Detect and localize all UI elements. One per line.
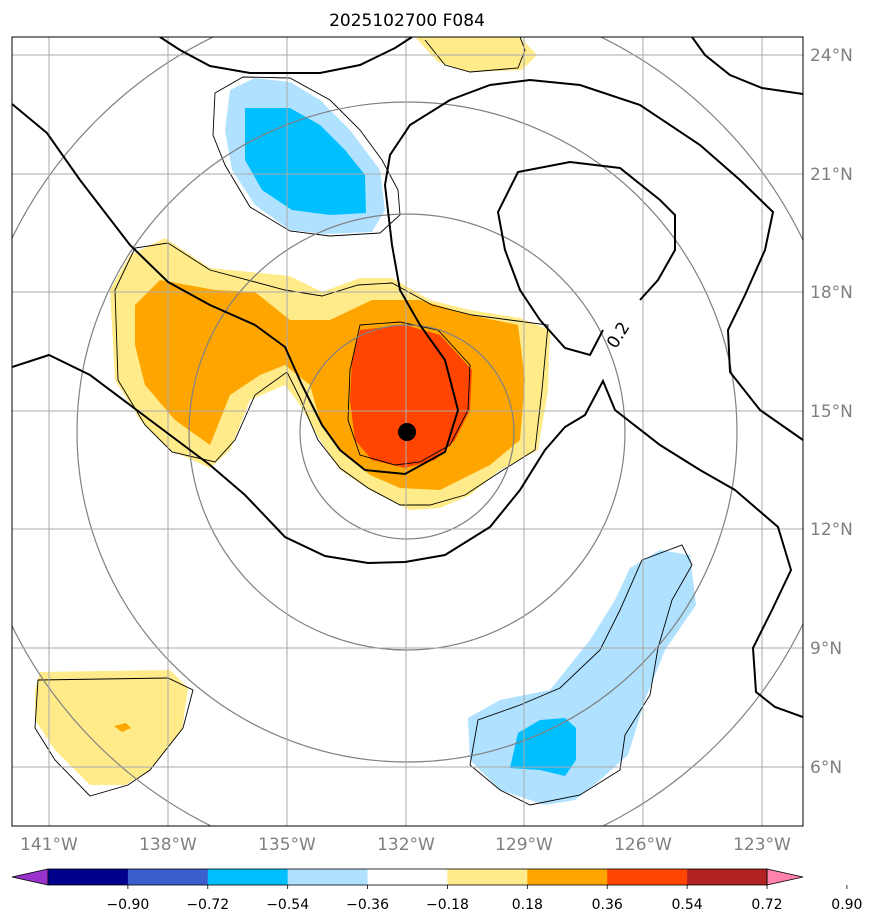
map-area bbox=[12, 37, 803, 826]
colorbar-tick-label: 0.90 bbox=[831, 897, 862, 913]
range-ring-2 bbox=[188, 213, 626, 651]
colorbar-tick-label: −0.72 bbox=[186, 897, 229, 913]
outline-central bbox=[114, 242, 549, 506]
shaded-fields bbox=[35, 37, 696, 805]
outline-north bbox=[212, 76, 401, 237]
colorbar-tick-label: −0.36 bbox=[346, 897, 389, 913]
lat-label: 15°N bbox=[810, 402, 853, 422]
storm-center-marker bbox=[398, 423, 416, 441]
range-rings bbox=[12, 37, 803, 826]
lon-label: 135°W bbox=[258, 835, 316, 855]
colorbar-swatch bbox=[527, 869, 608, 885]
contour-top-left bbox=[159, 37, 413, 74]
colorbar-swatch bbox=[607, 869, 688, 885]
range-ring-1 bbox=[299, 324, 515, 540]
colorbar-tick-label: 0.54 bbox=[672, 897, 703, 913]
colorbar-tick-label: 0.36 bbox=[592, 897, 623, 913]
longitude-labels: 141°W 138°W 135°W 132°W 129°W 126°W 123°… bbox=[20, 835, 791, 855]
lon-label: 138°W bbox=[139, 835, 197, 855]
colorbar-swatch bbox=[447, 869, 528, 885]
orange-dot-southwest bbox=[114, 723, 131, 732]
lon-label: 132°W bbox=[377, 835, 435, 855]
yellow-field-southwest bbox=[35, 670, 188, 785]
colorbar-swatch bbox=[127, 869, 209, 885]
blue-field-north bbox=[245, 108, 366, 215]
lat-label: 18°N bbox=[810, 283, 853, 303]
lon-label: 123°W bbox=[733, 835, 791, 855]
lon-label: 129°W bbox=[495, 835, 553, 855]
colorbar-swatch bbox=[367, 869, 448, 885]
colorbar-tick-label: −0.54 bbox=[266, 897, 309, 913]
thick-contours bbox=[12, 37, 803, 718]
blue-field-southeast bbox=[510, 718, 576, 776]
map-frame bbox=[11, 36, 804, 827]
map-title: 2025102700 F084 bbox=[329, 11, 485, 31]
contour-top-right bbox=[691, 37, 803, 95]
colorbar-tick-label: 0.72 bbox=[751, 897, 782, 913]
outline-southwest bbox=[34, 677, 194, 797]
lat-label: 9°N bbox=[810, 639, 842, 659]
outline-southeast bbox=[469, 544, 693, 806]
lat-label: 6°N bbox=[810, 758, 842, 778]
lat-label: 12°N bbox=[810, 520, 853, 540]
colorbar-swatch bbox=[687, 869, 768, 885]
contour-02-loop bbox=[496, 160, 676, 357]
range-ring-3 bbox=[76, 101, 738, 763]
lon-label: 141°W bbox=[20, 835, 78, 855]
colorbar-tick-label: −0.18 bbox=[426, 897, 469, 913]
lon-label: 126°W bbox=[614, 835, 672, 855]
contour-main-trough bbox=[12, 78, 803, 476]
lat-label: 24°N bbox=[810, 46, 853, 66]
colorbar-swatch bbox=[48, 869, 129, 885]
colorbar: −0.90 −0.72 −0.54 −0.36 −0.18 0.18 0.36 0.54 0.7… bbox=[11, 868, 862, 913]
colorbar-swatch bbox=[287, 869, 369, 885]
colorbar-swatch bbox=[207, 869, 289, 885]
colorbar-tick-label: 0.18 bbox=[512, 897, 543, 913]
latitude-labels: 24°N 21°N 18°N 15°N 12°N 9°N 6°N bbox=[810, 46, 853, 778]
contour-lower bbox=[12, 353, 803, 718]
colorbar-extend-low bbox=[11, 868, 49, 886]
red-field-core bbox=[350, 325, 472, 468]
colorbar-tick-label: −0.90 bbox=[106, 897, 149, 913]
graticule bbox=[12, 37, 803, 826]
colorbar-extend-high bbox=[766, 868, 804, 886]
colorbar-frame bbox=[47, 868, 768, 886]
lat-label: 21°N bbox=[810, 165, 853, 185]
outline-inner bbox=[347, 321, 471, 466]
